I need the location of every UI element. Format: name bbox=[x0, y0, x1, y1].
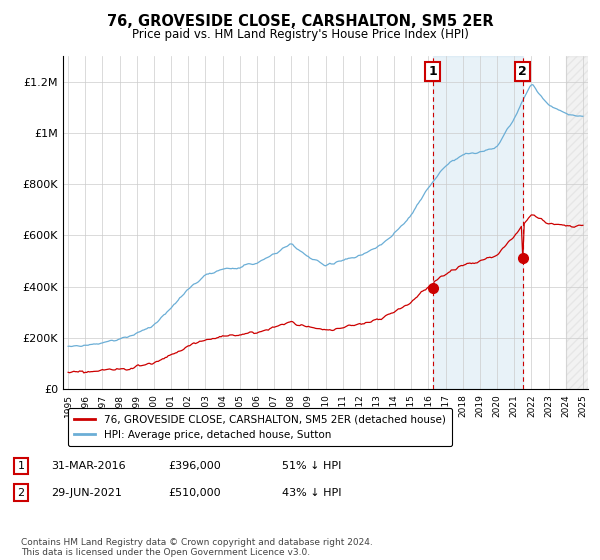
Text: £396,000: £396,000 bbox=[168, 461, 221, 471]
Bar bbox=[433, 56, 523, 389]
Text: Contains HM Land Registry data © Crown copyright and database right 2024.
This d: Contains HM Land Registry data © Crown c… bbox=[21, 538, 373, 557]
Text: 2: 2 bbox=[17, 488, 25, 498]
Bar bbox=[566, 56, 592, 389]
Text: 76, GROVESIDE CLOSE, CARSHALTON, SM5 2ER: 76, GROVESIDE CLOSE, CARSHALTON, SM5 2ER bbox=[107, 14, 493, 29]
Text: 43% ↓ HPI: 43% ↓ HPI bbox=[282, 488, 341, 498]
Text: 51% ↓ HPI: 51% ↓ HPI bbox=[282, 461, 341, 471]
Text: £510,000: £510,000 bbox=[168, 488, 221, 498]
Text: 2: 2 bbox=[518, 65, 527, 78]
Text: 31-MAR-2016: 31-MAR-2016 bbox=[51, 461, 125, 471]
Text: Price paid vs. HM Land Registry's House Price Index (HPI): Price paid vs. HM Land Registry's House … bbox=[131, 28, 469, 41]
Text: 29-JUN-2021: 29-JUN-2021 bbox=[51, 488, 122, 498]
Legend: 76, GROVESIDE CLOSE, CARSHALTON, SM5 2ER (detached house), HPI: Average price, d: 76, GROVESIDE CLOSE, CARSHALTON, SM5 2ER… bbox=[68, 408, 452, 446]
Text: 1: 1 bbox=[17, 461, 25, 471]
Text: 1: 1 bbox=[428, 65, 437, 78]
